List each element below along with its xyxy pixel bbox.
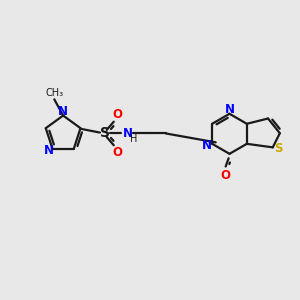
Text: O: O: [112, 108, 122, 121]
Text: S: S: [100, 127, 110, 140]
Text: N: N: [123, 127, 133, 140]
Text: N: N: [202, 139, 212, 152]
Text: N: N: [224, 103, 235, 116]
Text: CH₃: CH₃: [45, 88, 63, 98]
Text: N: N: [44, 143, 54, 157]
Text: H: H: [130, 134, 138, 144]
Text: N: N: [58, 105, 68, 118]
Text: S: S: [274, 142, 282, 155]
Text: O: O: [112, 146, 122, 159]
Text: O: O: [220, 169, 230, 182]
